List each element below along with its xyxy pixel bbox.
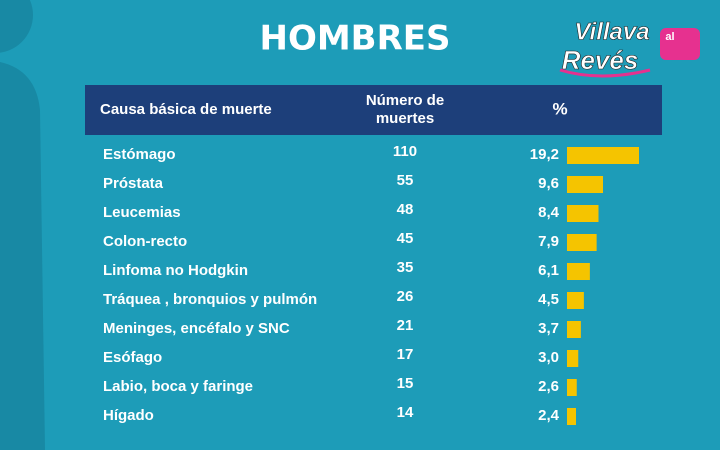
percent-bar [567, 350, 579, 367]
deaths: 35 [397, 259, 414, 276]
logo-line2: Revés [562, 45, 639, 75]
deaths: 55 [397, 172, 414, 189]
percent-bar [567, 321, 581, 338]
cause: Estómago [103, 146, 176, 163]
deaths: 26 [397, 288, 414, 305]
header-band [85, 85, 662, 135]
percent-bar [567, 147, 639, 164]
deaths: 45 [397, 230, 414, 247]
percent-label: 7,9 [538, 233, 559, 250]
deaths: 21 [397, 317, 414, 334]
cause: Colon-recto [103, 233, 187, 250]
cause: Meninges, encéfalo y SNC [103, 320, 290, 337]
deaths: 14 [397, 404, 414, 421]
percent-bar [567, 292, 584, 309]
percent-label: 9,6 [538, 175, 559, 192]
deaths: 17 [397, 346, 414, 363]
cause: Leucemias [103, 204, 181, 221]
percent-label: 2,6 [538, 378, 559, 395]
deaths: 15 [397, 375, 414, 392]
logo-swoosh [559, 68, 651, 78]
percent-bar [567, 176, 603, 193]
deaths: 110 [393, 143, 417, 160]
title: HOMBRES [259, 19, 450, 59]
deaths: 48 [397, 201, 414, 218]
column-header: Número de muertes [365, 92, 445, 127]
percent-label: 6,1 [538, 262, 559, 279]
cause: Próstata [103, 175, 164, 192]
percent-label: 4,5 [538, 291, 559, 308]
logo-line1: Villava [574, 18, 649, 45]
percent-bar [567, 234, 597, 251]
percent-bar [567, 379, 577, 396]
logo-badge: al [665, 31, 674, 43]
percent-label: 8,4 [538, 204, 560, 221]
cause: Linfoma no Hodgkin [103, 262, 248, 279]
percent-bar [567, 263, 590, 280]
cause: Tráquea , bronquios y pulmón [103, 291, 317, 308]
silhouette [0, 0, 45, 450]
column-header: % [552, 99, 567, 118]
logo: Villava al Revés [559, 18, 700, 78]
column-header-box: Número de muertes [365, 92, 445, 127]
percent-label: 3,7 [538, 320, 559, 337]
cause: Hígado [103, 407, 154, 424]
percent-bar [567, 205, 599, 222]
percent-label: 3,0 [538, 349, 559, 366]
cause: Esófago [103, 349, 162, 366]
logo-badge-box [660, 28, 700, 60]
column-header: Causa básica de muerte [100, 101, 272, 118]
cause: Labio, boca y faringe [103, 378, 253, 395]
percent-label: 2,4 [538, 407, 560, 424]
percent-label: 19,2 [530, 146, 559, 163]
percent-bar [567, 408, 576, 425]
